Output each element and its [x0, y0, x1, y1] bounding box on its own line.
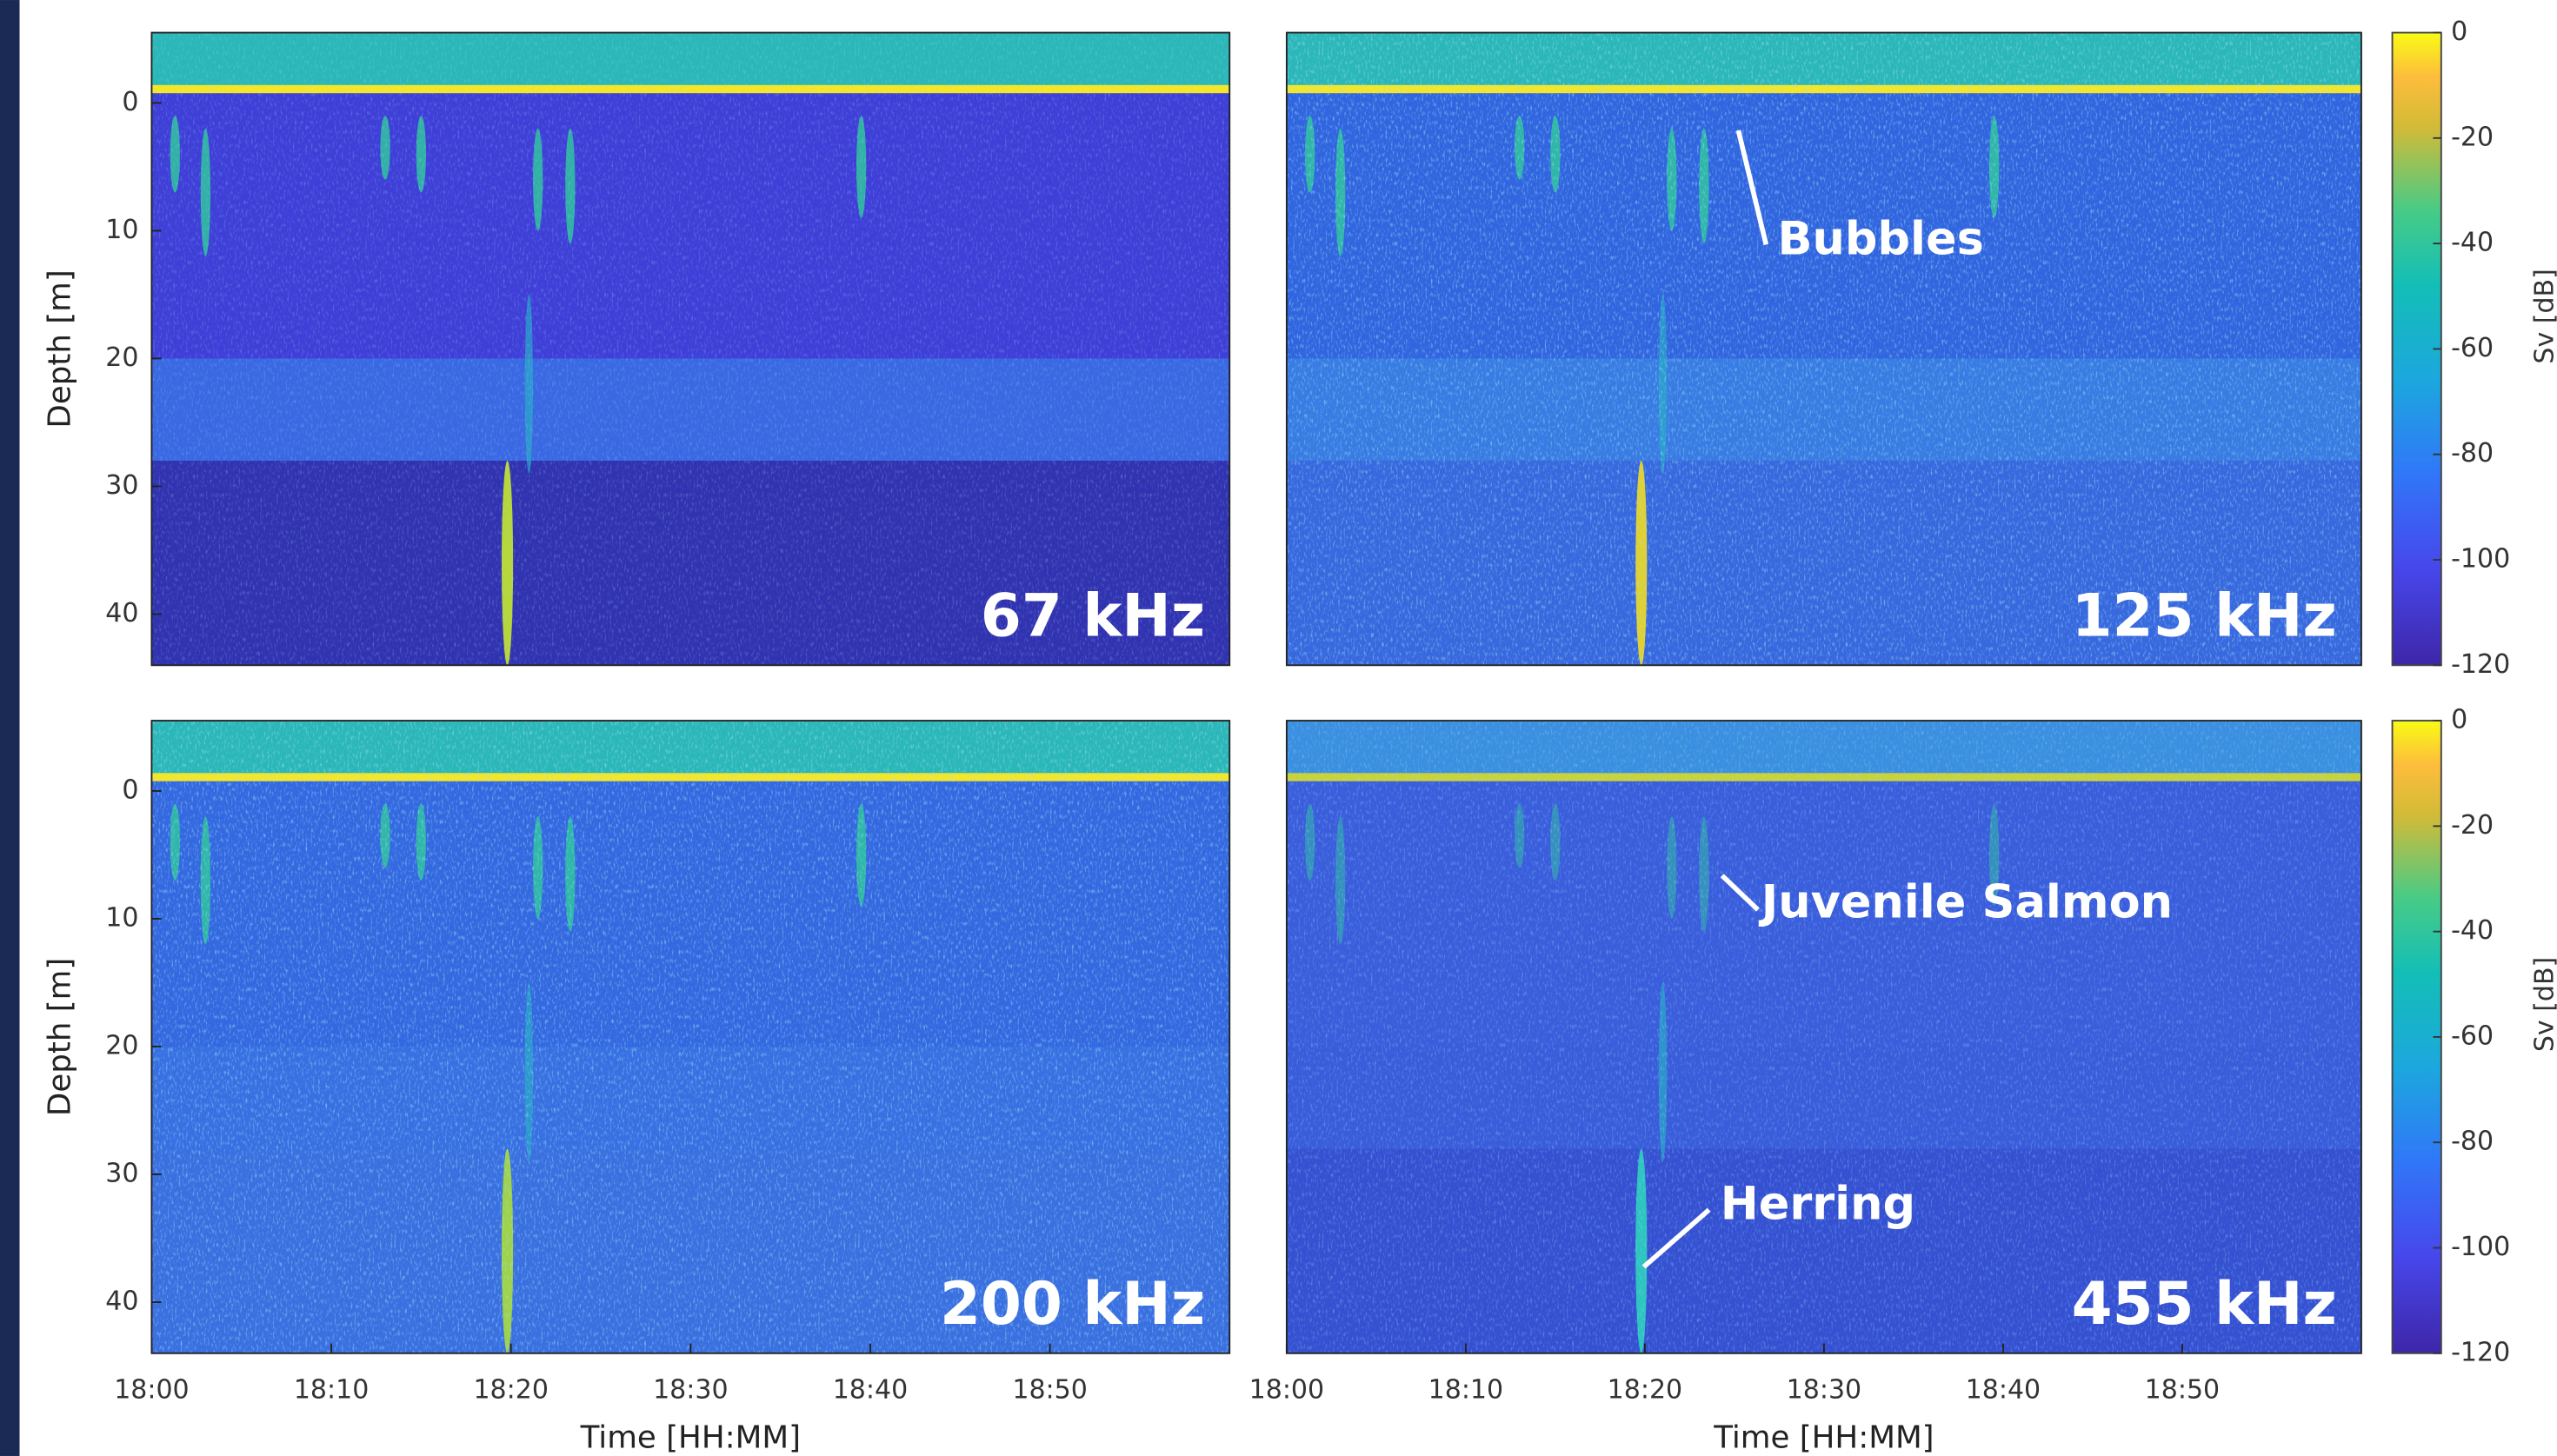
speckle	[151, 721, 1229, 1353]
annotation: Bubbles	[1777, 212, 1983, 265]
annotation: Juvenile Salmon	[1759, 876, 2173, 929]
left-strip	[0, 0, 20, 1456]
frequency-label: 67 kHz	[981, 582, 1205, 650]
frequency-label: 125 kHz	[2072, 582, 2337, 650]
colorbar-tick-label: -120	[2451, 1337, 2510, 1367]
annotation: Herring	[1721, 1178, 1915, 1231]
colorbar-tick-label: -120	[2451, 649, 2510, 680]
y-tick-label: 0	[122, 87, 138, 117]
colorbar-tick-label: -60	[2451, 333, 2494, 363]
speckle	[1287, 721, 2361, 1353]
x-tick-label: 18:50	[2145, 1374, 2220, 1405]
x-tick-label: 18:40	[833, 1374, 908, 1405]
x-tick-label: 18:30	[653, 1374, 728, 1405]
colorbar-tick-label: 0	[2451, 17, 2467, 47]
figure: 0 10 20 30 40 67 kHz Depth [m] 125 kHz Bubbles 0 -…	[0, 0, 2557, 1456]
x-tick-label: 18:20	[1608, 1374, 1682, 1405]
colorbar-tick-label: -80	[2451, 438, 2494, 469]
y-tick-label: 0	[122, 775, 138, 805]
x-tick-label: 18:10	[294, 1374, 369, 1405]
colorbar-tick-label: -100	[2451, 1232, 2510, 1262]
speckle	[151, 33, 1229, 666]
y-axis-label: Depth [m]	[43, 269, 78, 428]
y-tick-label: 40	[105, 598, 138, 628]
colorbar-tick-label: -20	[2451, 122, 2494, 152]
colorbar-label: Sv [dB]	[2529, 269, 2557, 363]
y-axis-label: Depth [m]	[43, 958, 78, 1116]
colorbar-tick-label: -40	[2451, 228, 2494, 258]
colorbar-tick-label: -80	[2451, 1127, 2494, 1157]
echogram-image	[1287, 33, 2361, 666]
echogram-image	[1287, 721, 2361, 1353]
echogram-image	[151, 721, 1229, 1353]
colorbar-tick-label: -60	[2451, 1021, 2494, 1051]
echogram-panel: 0 10 20 30 40 67 kHz Depth [m]	[43, 33, 1230, 666]
y-tick-label: 20	[105, 342, 138, 373]
colorbar-tick-label: -20	[2451, 810, 2494, 841]
y-tick-label: 30	[105, 1158, 138, 1188]
y-tick-label: 40	[105, 1286, 138, 1316]
frequency-label: 455 kHz	[2072, 1269, 2337, 1338]
colorbar-tick-label: 0	[2451, 705, 2467, 735]
colorbar-label: Sv [dB]	[2529, 957, 2557, 1052]
echogram-image	[151, 33, 1229, 666]
x-tick-label: 18:10	[1428, 1374, 1503, 1405]
x-tick-label: 18:50	[1012, 1374, 1087, 1405]
x-axis-label: Time [HH:MM]	[1713, 1420, 1934, 1456]
x-tick-label: 18:00	[114, 1374, 189, 1405]
y-tick-label: 20	[105, 1030, 138, 1060]
y-tick-label: 10	[105, 215, 138, 245]
x-tick-label: 18:40	[1966, 1374, 2041, 1405]
x-tick-label: 18:20	[473, 1374, 548, 1405]
y-tick-label: 10	[105, 902, 138, 933]
x-tick-label: 18:30	[1787, 1374, 1861, 1405]
frequency-label: 200 kHz	[940, 1269, 1205, 1338]
y-tick-label: 30	[105, 470, 138, 501]
colorbar-tick-label: -100	[2451, 543, 2510, 574]
x-axis-label: Time [HH:MM]	[580, 1420, 801, 1456]
echogram-panel: 0 10 20 30 40 18:00 18:10 18:20 18:30 18:40 18:50 2…	[43, 721, 1230, 1456]
x-tick-label: 18:00	[1249, 1374, 1324, 1405]
echogram-panel: 125 kHz Bubbles 0 -20 -40 -60 -80 -100 -120 Sv [d…	[1287, 17, 2557, 680]
echogram-panel: 18:00 18:10 18:20 18:30 18:40 18:50 455 kHz Tim…	[1249, 705, 2557, 1456]
speckle	[1287, 33, 2361, 666]
colorbar-tick-label: -40	[2451, 915, 2494, 946]
